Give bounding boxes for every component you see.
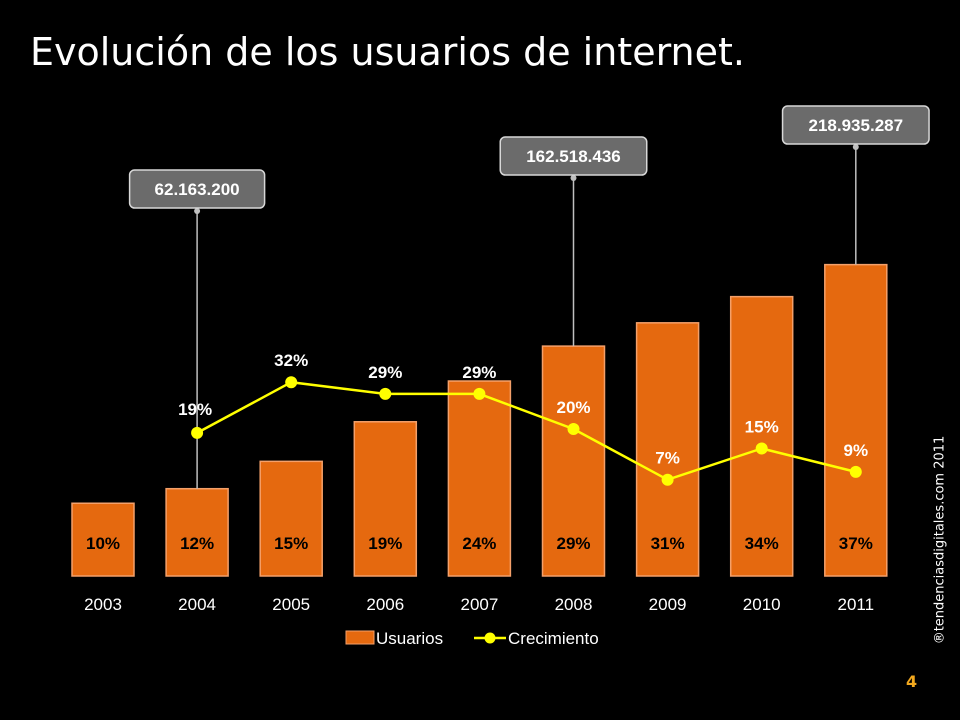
callout-label-2004: 62.163.200 <box>155 180 240 199</box>
x-axis: 2003 2004 2005 2006 2007 2008 2009 2010 2011 <box>84 595 874 614</box>
x-tick-2007: 2007 <box>460 595 498 614</box>
bars-layer <box>71 263 888 577</box>
bar-2003 <box>71 502 135 577</box>
bar-label-2009: 31% <box>651 534 685 553</box>
slide-title: Evolución de los usuarios de internet. <box>30 30 745 74</box>
legend-swatch-usuarios <box>345 630 375 645</box>
bar-2004 <box>165 487 229 577</box>
line-layer <box>191 376 862 486</box>
bar-label-2008: 29% <box>556 534 590 553</box>
bar-label-2007: 24% <box>462 534 496 553</box>
callout-box-2008 <box>499 136 648 176</box>
callout-dot-2004 <box>194 208 201 214</box>
callout-label-2011: 218.935.287 <box>809 116 904 135</box>
bar-label-2003: 10% <box>86 534 120 553</box>
x-tick-2006: 2006 <box>366 595 404 614</box>
callout-label-2008: 162.518.436 <box>526 147 621 166</box>
callout-dot-2008 <box>570 175 577 181</box>
growth-point-2010 <box>755 442 768 455</box>
growth-label-2005: 32% <box>274 351 308 370</box>
bar-2010 <box>729 295 794 577</box>
copyright-credit: ®tendenciasdigitales.com 2011 <box>932 435 948 645</box>
growth-label-2004: 19% <box>178 400 212 419</box>
callout-box-2011 <box>781 105 930 145</box>
page-number: 4 <box>906 672 918 691</box>
growth-label-2010: 15% <box>745 418 779 437</box>
bar-2006 <box>353 421 418 577</box>
callout-box-2004 <box>128 169 266 209</box>
x-tick-2011: 2011 <box>838 595 875 614</box>
growth-point-2011 <box>849 465 862 478</box>
x-tick-2009: 2009 <box>649 595 687 614</box>
legend-label-usuarios: Usuarios <box>376 629 443 648</box>
x-tick-2003: 2003 <box>84 595 122 614</box>
bar-2007 <box>447 380 512 577</box>
callouts-layer: 62.163.200 162.518.436 218.935.287 <box>128 105 930 489</box>
labels-layer: 10% 12% 15% 19% 24% 29% 31% 34% 37% 19% 32% 29% 29% 2… <box>86 351 873 553</box>
bar-label-2004: 12% <box>180 534 214 553</box>
growth-line <box>196 380 857 482</box>
growth-label-2006: 29% <box>368 363 402 382</box>
legend-label-crecimiento: Crecimiento <box>508 629 599 648</box>
growth-point-2008 <box>567 423 580 435</box>
x-tick-2008: 2008 <box>555 595 593 614</box>
bar-2009 <box>635 322 700 577</box>
x-tick-2005: 2005 <box>272 595 310 614</box>
bar-2011 <box>824 263 888 577</box>
legend: Usuarios Crecimiento <box>345 629 599 648</box>
growth-label-2007: 29% <box>462 363 496 382</box>
bar-label-2010: 34% <box>745 534 779 553</box>
growth-label-2009: 7% <box>655 449 680 468</box>
legend-swatch-marker-crecimiento <box>484 632 496 644</box>
growth-label-2011: 9% <box>844 441 869 460</box>
growth-point-2004 <box>191 426 204 439</box>
bar-label-2011: 37% <box>839 534 873 553</box>
growth-point-2006 <box>379 387 392 400</box>
callout-dot-2011 <box>852 144 859 150</box>
bar-label-2005: 15% <box>274 534 308 553</box>
growth-label-2008: 20% <box>556 398 590 417</box>
growth-point-2007 <box>473 387 486 400</box>
x-tick-2004: 2004 <box>178 595 216 614</box>
growth-point-2009 <box>661 473 674 486</box>
bar-2008 <box>541 345 606 577</box>
growth-point-2005 <box>285 376 298 389</box>
bar-label-2006: 19% <box>368 534 402 553</box>
x-tick-2010: 2010 <box>743 595 781 614</box>
bar-2005 <box>259 460 323 577</box>
